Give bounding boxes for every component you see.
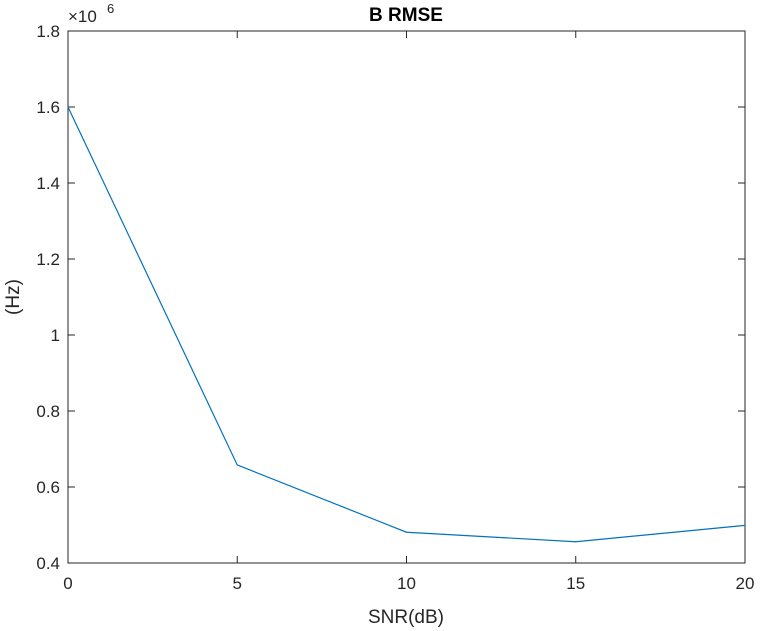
y-tick-label: 0.8 — [36, 402, 60, 421]
x-tick-label: 20 — [736, 574, 755, 593]
series-layer — [67, 106, 746, 543]
y-exponent-label: ×10 6 — [68, 1, 114, 26]
plot-area — [67, 30, 746, 564]
y-tick-label: 1 — [51, 326, 60, 345]
y-tick-label: 1.4 — [36, 174, 60, 193]
y-exponent-power: 6 — [107, 1, 114, 16]
x-tick-label: 0 — [63, 574, 72, 593]
data-point — [405, 531, 408, 533]
x-tick-label: 10 — [397, 574, 416, 593]
y-tick-label: 1.2 — [36, 250, 60, 269]
y-axis-label: (Hz) — [3, 279, 24, 315]
y-tick-label: 1.8 — [36, 22, 60, 41]
data-point — [575, 541, 577, 543]
chart-title: B RMSE — [369, 5, 443, 26]
data-point — [236, 464, 238, 466]
x-tick-label: 5 — [233, 574, 242, 593]
data-point — [744, 524, 746, 526]
data-point — [67, 106, 69, 108]
y-tick-label: 0.6 — [36, 478, 60, 497]
x-tick-label: 15 — [566, 574, 585, 593]
y-tick-label: 1.6 — [36, 98, 60, 117]
y-exponent-base: ×10 — [68, 7, 97, 26]
ticks-layer: 0 5 10 15 20 0.4 0.6 0.8 1 1.2 1.4 1.6 1.8 — [36, 22, 754, 593]
y-tick-label: 0.4 — [36, 554, 60, 573]
x-axis-label: SNR(dB) — [368, 607, 444, 628]
